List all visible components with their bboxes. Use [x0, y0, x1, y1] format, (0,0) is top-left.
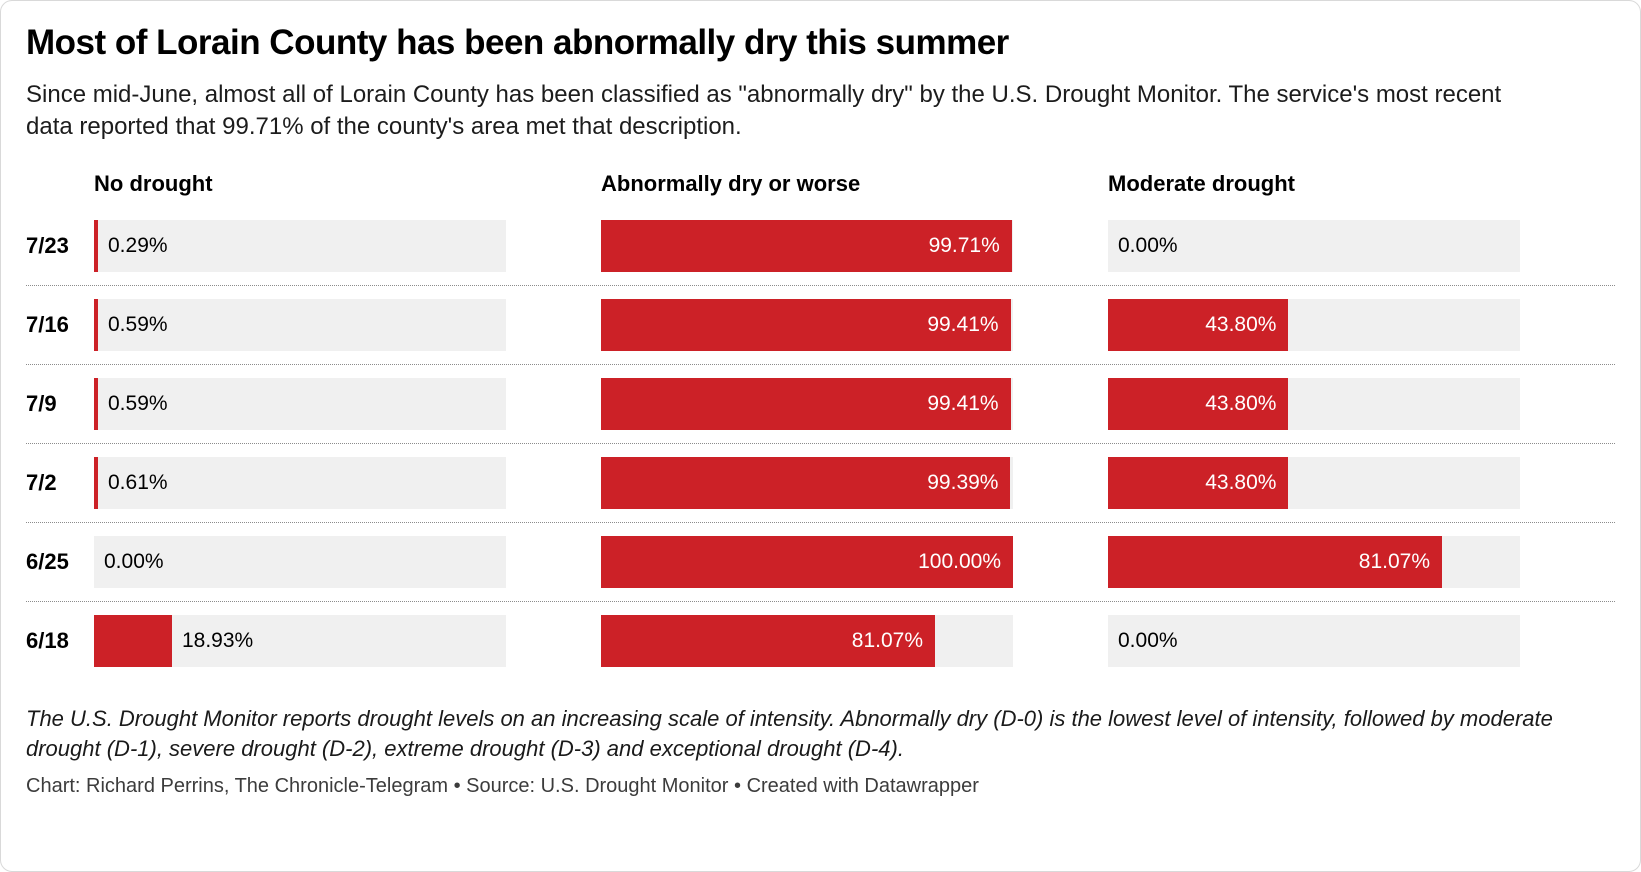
- bar: 99.71%: [601, 219, 1012, 272]
- bar-track: 0.59%: [94, 377, 506, 430]
- footer-note: The U.S. Drought Monitor reports drought…: [26, 705, 1553, 761]
- bar-value-label: 0.29%: [108, 233, 168, 257]
- bar-track: 81.07%: [1108, 535, 1520, 588]
- chart-row: 7/2 0.61% 99.39% 43.80%: [26, 444, 1615, 523]
- bar-track: 0.00%: [1108, 219, 1520, 272]
- chart-title: Most of Lorain County has been abnormall…: [26, 23, 1009, 62]
- bar-value-label: 43.80%: [1205, 470, 1277, 494]
- bar-cell: 43.80%: [1108, 298, 1615, 351]
- bar: [94, 298, 98, 351]
- bar-track: 0.59%: [94, 298, 506, 351]
- bar-track: 43.80%: [1108, 456, 1520, 509]
- footer-credit: Chart: Richard Perrins, The Chronicle-Te…: [26, 775, 979, 798]
- bar-value-label: 99.41%: [927, 312, 999, 336]
- bar-track: 99.39%: [601, 456, 1013, 509]
- bar-value-label: 18.93%: [181, 628, 254, 652]
- bar: 99.39%: [601, 456, 1011, 509]
- date-label: 6/25: [26, 548, 69, 574]
- bar: 81.07%: [601, 614, 935, 667]
- bar-cell: 81.07%: [601, 614, 1108, 667]
- bar-cell: 99.41%: [601, 298, 1108, 351]
- date-label: 7/16: [26, 311, 69, 337]
- bar-track: 99.41%: [601, 377, 1013, 430]
- bar-value-label: 0.59%: [108, 391, 168, 415]
- bar-cell: 0.29%: [94, 219, 601, 272]
- bar-value-label: 43.80%: [1205, 312, 1277, 336]
- chart-rows: 7/23 0.29% 99.71% 0.00% 7/16 0.59% 99.41% 43.80…: [26, 207, 1615, 680]
- bar-value-label: 99.71%: [928, 233, 1000, 257]
- bar-value-label: 0.59%: [108, 312, 168, 336]
- bar: [94, 614, 172, 667]
- bar-track: 99.71%: [601, 219, 1013, 272]
- bar-cell: 43.80%: [1108, 377, 1615, 430]
- bar-cell: 99.71%: [601, 219, 1108, 272]
- bar-value-label: 81.07%: [851, 628, 923, 652]
- bar: 43.80%: [1108, 377, 1289, 430]
- column-header-row: No drought Abnormally dry or worse Moder…: [26, 171, 1615, 197]
- bar-cell: 0.00%: [1108, 614, 1615, 667]
- chart-row: 7/16 0.59% 99.41% 43.80%: [26, 286, 1615, 365]
- column-header-no-drought: No drought: [94, 170, 213, 196]
- date-label: 7/9: [26, 390, 57, 416]
- bar-cell: 0.00%: [94, 535, 601, 588]
- bar-value-label: 100.00%: [918, 549, 1001, 573]
- chart-subtitle: Since mid-June, almost all of Lorain Cou…: [26, 81, 1502, 140]
- bar-cell: 18.93%: [94, 614, 601, 667]
- bar-value-label: 99.41%: [927, 391, 999, 415]
- chart-row: 6/18 18.93% 81.07% 0.00%: [26, 602, 1615, 680]
- bar-value-label: 43.80%: [1205, 391, 1277, 415]
- chart-row: 7/23 0.29% 99.71% 0.00%: [26, 207, 1615, 286]
- bar-track: 0.61%: [94, 456, 506, 509]
- column-header-moderate-drought: Moderate drought: [1108, 170, 1295, 196]
- date-label: 7/2: [26, 469, 57, 495]
- bar-track: 43.80%: [1108, 298, 1520, 351]
- chart-area: No drought Abnormally dry or worse Moder…: [26, 171, 1615, 680]
- date-label: 7/23: [26, 232, 69, 258]
- bar-cell: 0.00%: [1108, 219, 1615, 272]
- bar-value-label: 0.00%: [104, 549, 164, 573]
- chart-row: 7/9 0.59% 99.41% 43.80%: [26, 365, 1615, 444]
- bar: [94, 456, 98, 509]
- bar-cell: 99.39%: [601, 456, 1108, 509]
- bar-cell: 43.80%: [1108, 456, 1615, 509]
- bar: 99.41%: [601, 377, 1011, 430]
- bar-cell: 0.59%: [94, 298, 601, 351]
- bar: 99.41%: [601, 298, 1011, 351]
- bar-cell: 100.00%: [601, 535, 1108, 588]
- date-label: 6/18: [26, 627, 69, 653]
- bar-track: 0.00%: [1108, 614, 1520, 667]
- bar: 100.00%: [601, 535, 1013, 588]
- bar-cell: 81.07%: [1108, 535, 1615, 588]
- bar-value-label: 81.07%: [1358, 549, 1430, 573]
- bar-track: 100.00%: [601, 535, 1013, 588]
- column-header-abnormally-dry: Abnormally dry or worse: [601, 170, 861, 196]
- bar-value-label: 0.00%: [1118, 233, 1178, 257]
- bar-cell: 0.59%: [94, 377, 601, 430]
- bar-track: 0.00%: [94, 535, 506, 588]
- bar-track: 99.41%: [601, 298, 1013, 351]
- bar-track: 18.93%: [94, 614, 506, 667]
- bar-cell: 99.41%: [601, 377, 1108, 430]
- bar-value-label: 99.39%: [927, 470, 999, 494]
- bar-track: 0.29%: [94, 219, 506, 272]
- bar-value-label: 0.61%: [108, 470, 168, 494]
- bar-cell: 0.61%: [94, 456, 601, 509]
- bar: 43.80%: [1108, 298, 1289, 351]
- bar: 43.80%: [1108, 456, 1289, 509]
- chart-row: 6/25 0.00% 100.00% 81.07%: [26, 523, 1615, 602]
- bar: 81.07%: [1108, 535, 1442, 588]
- bar: [94, 377, 98, 430]
- bar-track: 81.07%: [601, 614, 1013, 667]
- bar: [94, 219, 98, 272]
- bar-value-label: 0.00%: [1118, 628, 1178, 652]
- bar-track: 43.80%: [1108, 377, 1520, 430]
